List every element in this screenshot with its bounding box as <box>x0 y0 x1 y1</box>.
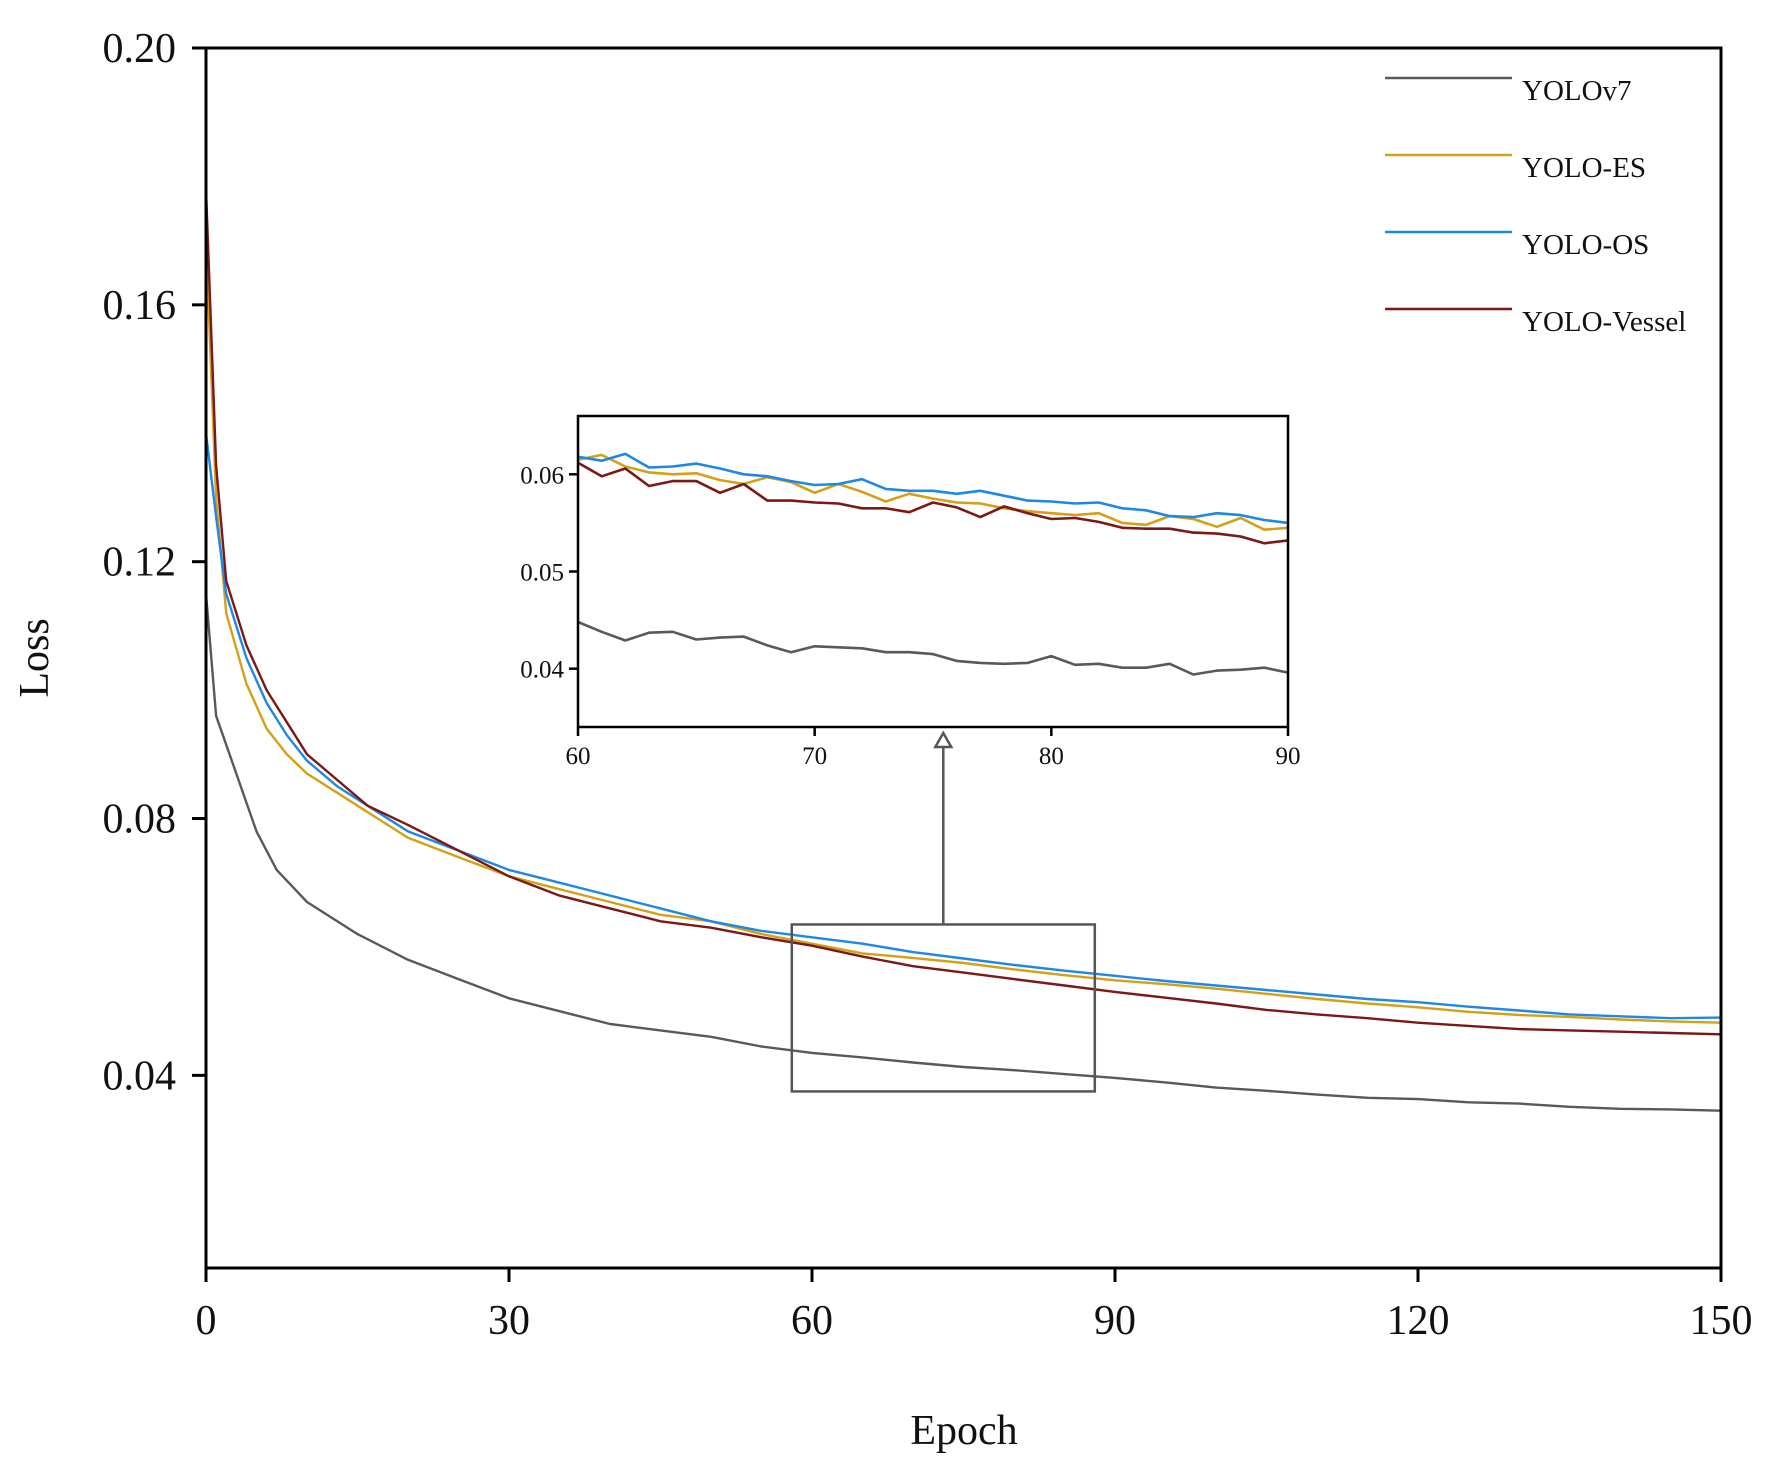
x-tick-label: 60 <box>791 1298 833 1344</box>
inset-background <box>578 416 1288 727</box>
y-tick-label: 0.04 <box>103 1053 177 1099</box>
x-axis-title: Epoch <box>910 1408 1017 1454</box>
legend-label-yolov7: YOLOv7 <box>1522 75 1632 107</box>
inset-y-tick-label: 0.06 <box>520 462 564 489</box>
y-tick-label: 0.12 <box>103 540 177 586</box>
series-line-yolo-vessel <box>204 189 1722 1036</box>
legend: YOLOv7 YOLO-ES YOLO-OS YOLO-Vessel <box>1385 75 1686 338</box>
series-line-yolo-es <box>204 240 1722 1024</box>
inset-y-tick-label: 0.05 <box>520 560 564 587</box>
x-tick-label: 150 <box>1690 1298 1753 1344</box>
x-tick-label: 30 <box>488 1298 530 1344</box>
inset-x-tick-label: 60 <box>566 743 591 770</box>
inset-series-line-yolo-vessel <box>577 461 1289 545</box>
inset-series-lines <box>577 452 1289 676</box>
x-tick-label: 90 <box>1094 1298 1136 1344</box>
x-tick-label: 0 <box>196 1298 217 1344</box>
legend-label-yolo-vessel: YOLO-Vessel <box>1522 306 1686 338</box>
inset-series-line-yolov7 <box>577 620 1289 676</box>
x-tick-label: 120 <box>1387 1298 1450 1344</box>
main-axes: 0 30 60 90 120 150 0.04 0.08 0.12 0.16 0.20 <box>103 26 1753 1344</box>
zoom-arrow-head <box>933 730 954 749</box>
inset-x-tick-label: 80 <box>1039 743 1064 770</box>
main-series-lines <box>204 189 1722 1112</box>
inset-axes: 60 70 80 90 0.04 0.05 0.06 <box>520 462 1300 770</box>
y-tick-label: 0.16 <box>103 283 177 329</box>
legend-label-yolo-es: YOLO-ES <box>1522 152 1646 184</box>
y-tick-label: 0.08 <box>103 797 177 843</box>
y-axis-title: Loss <box>12 618 58 697</box>
y-tick-label: 0.20 <box>103 26 177 72</box>
inset-y-tick-label: 0.04 <box>520 657 564 684</box>
legend-label-yolo-os: YOLO-OS <box>1522 229 1649 261</box>
main-plot-frame <box>204 46 1723 1270</box>
inset-x-tick-label: 90 <box>1276 743 1301 770</box>
inset-series-line-yolo-os <box>577 452 1289 525</box>
inset-x-tick-label: 70 <box>802 743 827 770</box>
series-line-yolov7 <box>204 593 1722 1112</box>
series-line-yolo-os <box>204 433 1722 1020</box>
